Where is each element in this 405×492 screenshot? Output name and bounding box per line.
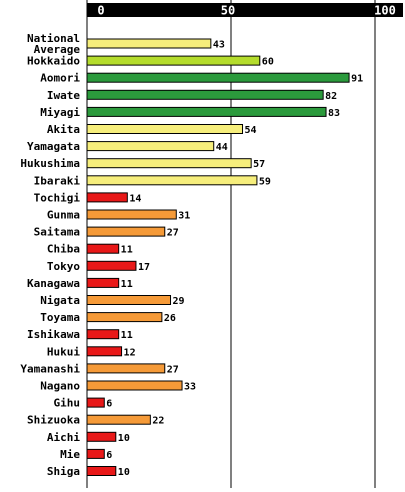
value-label: 27 bbox=[167, 228, 179, 239]
bar bbox=[86, 448, 105, 459]
category-label: Nagano bbox=[40, 380, 80, 393]
value-label: 57 bbox=[253, 159, 265, 170]
axis-header-bar bbox=[87, 3, 403, 17]
value-label: 59 bbox=[259, 176, 271, 187]
category-label: Hokkaido bbox=[27, 55, 80, 68]
category-label: Tochigi bbox=[34, 191, 81, 204]
value-label: 33 bbox=[184, 382, 196, 393]
tick-label-0: 0 bbox=[97, 4, 104, 18]
value-label: 27 bbox=[167, 364, 179, 375]
bar bbox=[86, 158, 252, 169]
value-label: 82 bbox=[325, 91, 337, 102]
value-label: 22 bbox=[152, 416, 164, 427]
category-label: Nigata bbox=[40, 294, 80, 307]
category-label: Chiba bbox=[47, 243, 80, 256]
bar bbox=[86, 226, 166, 237]
bar bbox=[86, 209, 177, 220]
bar bbox=[86, 431, 117, 442]
category-label: Yamagata bbox=[27, 140, 80, 153]
bar bbox=[86, 329, 120, 340]
value-label: 26 bbox=[164, 313, 176, 324]
bar bbox=[86, 192, 128, 203]
bar bbox=[86, 38, 212, 49]
category-label: Yamanashi bbox=[20, 362, 80, 375]
category-label: Aichi bbox=[47, 431, 80, 444]
bar bbox=[86, 106, 327, 117]
value-label: 6 bbox=[106, 399, 112, 410]
value-label: 10 bbox=[118, 433, 130, 444]
bar bbox=[86, 346, 123, 357]
bar bbox=[86, 414, 151, 425]
category-label: Iwate bbox=[47, 89, 80, 102]
category-label: Hukui bbox=[47, 345, 80, 358]
value-label: 60 bbox=[262, 57, 274, 68]
value-label: 6 bbox=[106, 450, 112, 461]
bar bbox=[86, 466, 117, 476]
category-label: Shizuoka bbox=[27, 414, 80, 427]
bar bbox=[86, 124, 244, 134]
value-label: 17 bbox=[138, 262, 150, 273]
bar bbox=[86, 89, 324, 100]
value-label: 11 bbox=[121, 330, 133, 341]
bar bbox=[86, 243, 120, 254]
value-label: 43 bbox=[213, 40, 225, 51]
category-label: Tokyo bbox=[47, 260, 80, 273]
bar bbox=[86, 312, 163, 323]
category-label: Ishikawa bbox=[27, 328, 80, 341]
value-label: 54 bbox=[245, 125, 257, 136]
value-label: 83 bbox=[328, 108, 340, 119]
value-label: 29 bbox=[173, 296, 185, 307]
category-label: National bbox=[27, 32, 80, 45]
bar bbox=[86, 363, 166, 374]
category-label: Miyagi bbox=[40, 106, 80, 119]
value-label: 44 bbox=[216, 142, 228, 153]
bar bbox=[86, 397, 105, 408]
bar bbox=[86, 141, 215, 152]
category-label: Akita bbox=[47, 123, 80, 136]
category-label: Gihu bbox=[54, 397, 81, 410]
bar bbox=[86, 72, 350, 83]
category-label: Kanagawa bbox=[27, 277, 80, 290]
category-label: Hukushima bbox=[20, 157, 80, 170]
category-label: Average bbox=[34, 43, 81, 56]
bar bbox=[86, 380, 183, 391]
category-label: Aomori bbox=[40, 72, 80, 85]
bar bbox=[86, 295, 172, 305]
tick-label-50: 50 bbox=[221, 4, 235, 18]
value-label: 31 bbox=[178, 211, 190, 222]
category-label: Toyama bbox=[40, 311, 80, 324]
bar bbox=[86, 175, 258, 186]
bar bbox=[86, 260, 137, 271]
bar bbox=[86, 277, 120, 288]
category-label: Mie bbox=[60, 448, 80, 461]
category-label: Shiga bbox=[47, 465, 80, 478]
value-label: 11 bbox=[121, 279, 133, 290]
value-label: 11 bbox=[121, 245, 133, 256]
value-label: 10 bbox=[118, 467, 130, 478]
category-label: Gunma bbox=[47, 209, 80, 222]
value-label: 14 bbox=[129, 193, 141, 204]
tick-label-100: 100 bbox=[374, 4, 396, 18]
category-label: Ibaraki bbox=[34, 174, 81, 187]
category-label: Saitama bbox=[34, 226, 80, 239]
value-label: 12 bbox=[124, 347, 136, 358]
bars-layer bbox=[86, 38, 350, 476]
bar bbox=[86, 55, 261, 66]
axis-layer: 0 50 100 bbox=[87, 3, 403, 18]
value-label: 91 bbox=[351, 74, 363, 85]
